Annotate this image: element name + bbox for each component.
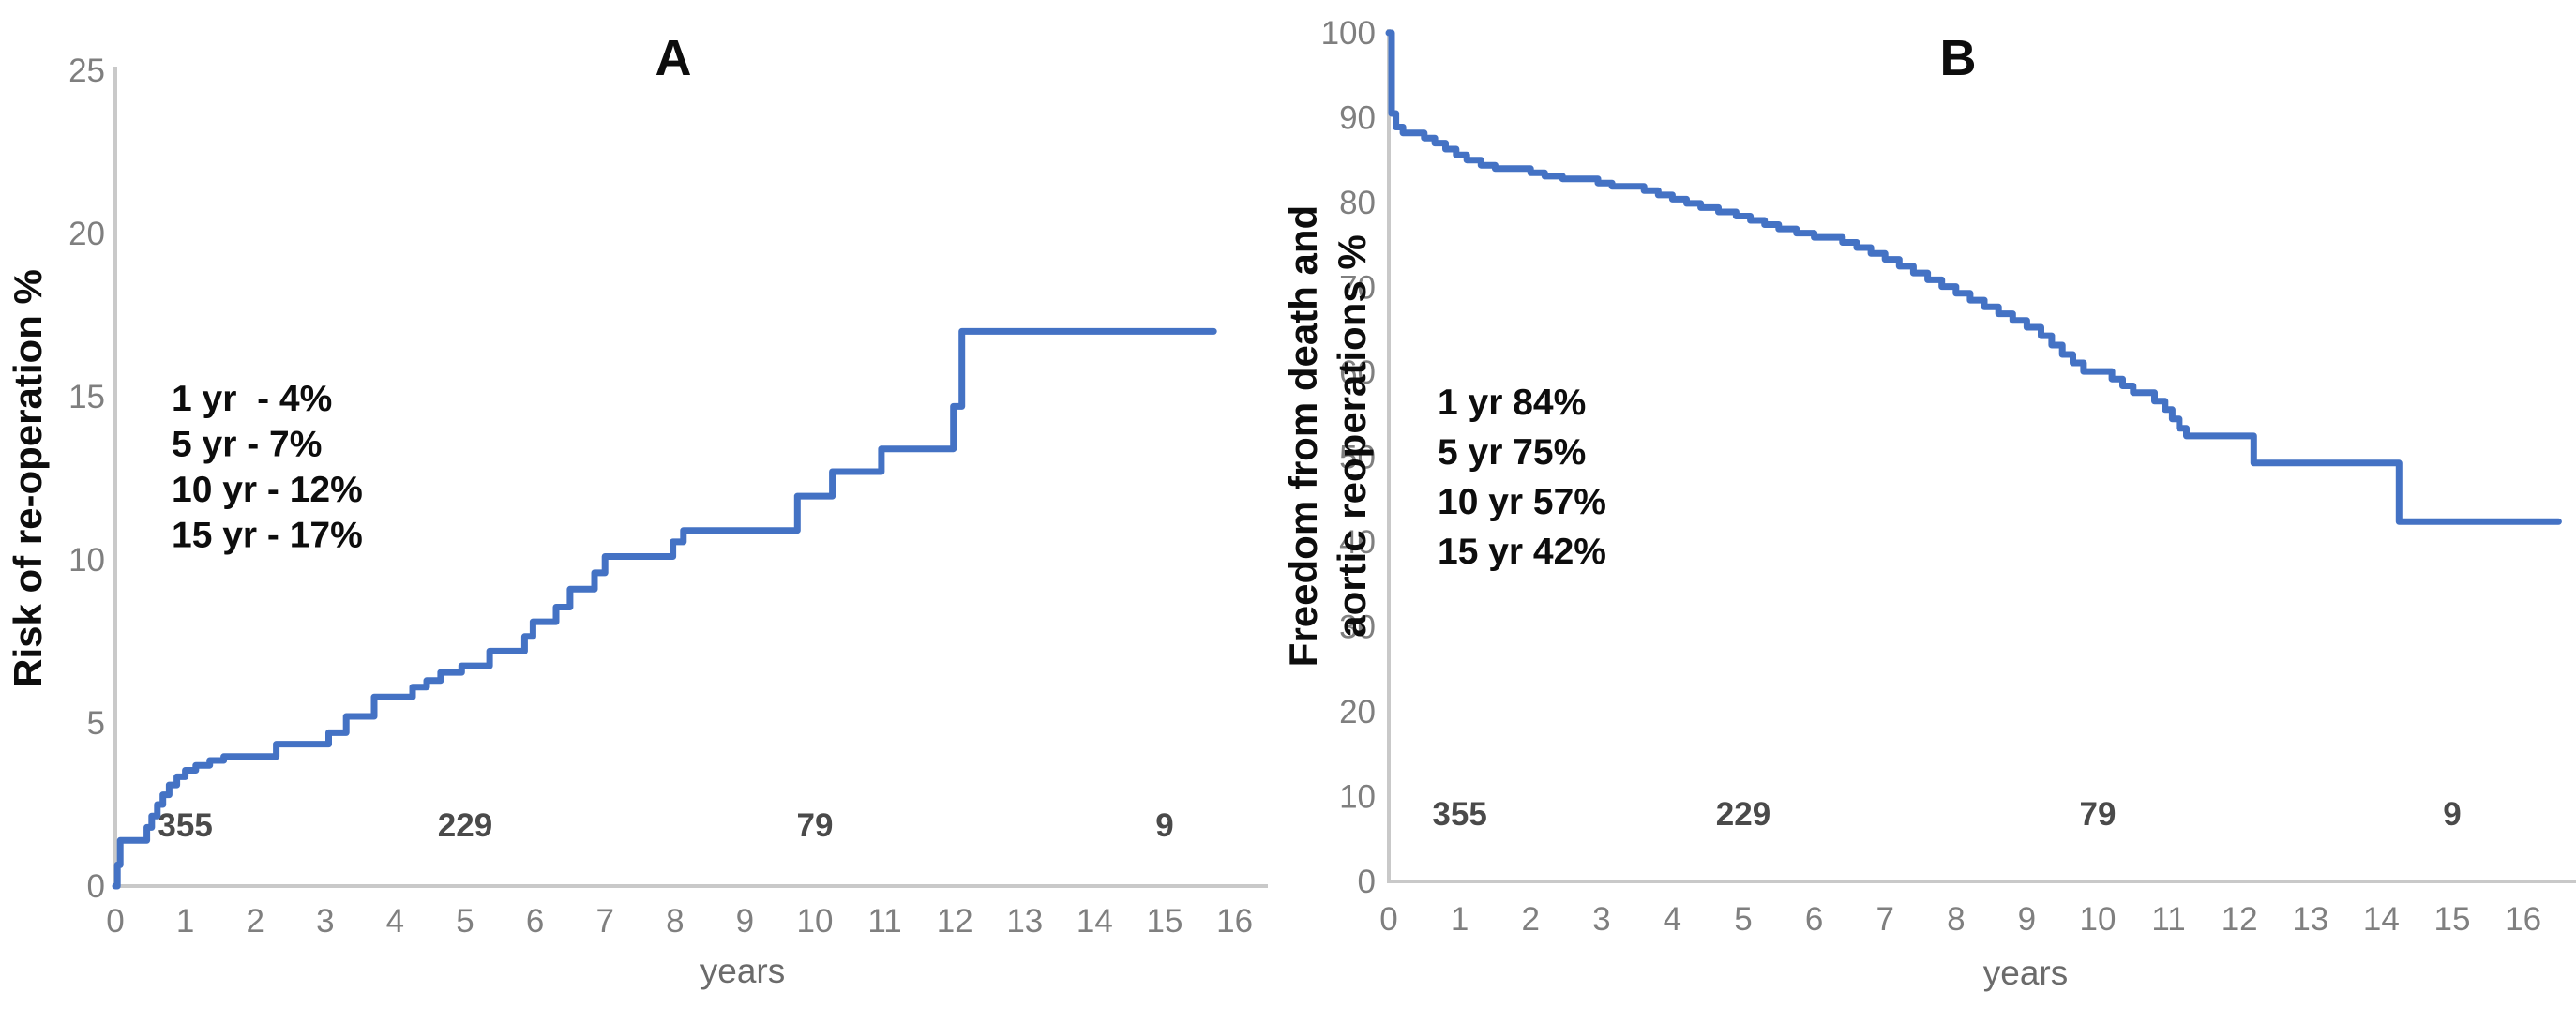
y-tick-label: 5 [87,705,105,742]
x-tick-label: 5 [456,903,474,940]
annotation-line: 15 yr - 17% [172,516,363,556]
y-axis-title: Risk of re-operation % [6,269,50,687]
y-tick-label: 70 [1339,270,1376,307]
at-risk-count: 229 [438,807,492,844]
annotation-line: 5 yr 75% [1438,432,1586,473]
y-tick-label: 0 [1358,864,1376,900]
x-tick-label: 3 [1592,901,1610,938]
x-tick-label: 15 [1147,903,1183,940]
x-tick-label: 8 [1947,901,1965,938]
y-tick-label: 100 [1321,15,1376,52]
annotation-line: 1 yr 84% [1438,383,1586,423]
x-tick-label: 10 [2080,901,2117,938]
x-tick-label: 13 [2292,901,2328,938]
y-tick-label: 20 [1339,694,1376,730]
x-tick-label: 14 [1077,903,1113,940]
y-tick-label: 30 [1339,609,1376,646]
annotation-line: 10 yr 57% [1438,482,1606,522]
x-tick-label: 16 [2505,901,2541,938]
x-tick-label: 8 [666,903,684,940]
annotation-line: 15 yr 42% [1438,532,1606,572]
x-tick-label: 4 [386,903,404,940]
y-axis-title: Freedom from death and [1281,205,1325,667]
x-tick-label: 3 [316,903,334,940]
x-tick-label: 12 [937,903,973,940]
x-axis-title: years [700,952,785,990]
x-tick-label: 9 [2018,901,2036,938]
x-tick-label: 16 [1216,903,1253,940]
y-tick-label: 20 [68,216,105,252]
x-tick-label: 6 [526,903,544,940]
y-tick-label: 10 [68,542,105,579]
x-tick-label: 15 [2434,901,2471,938]
x-tick-label: 4 [1664,901,1681,938]
y-tick-label: 0 [87,868,105,905]
at-risk-count: 355 [1432,796,1486,833]
survival-curve [1385,29,2562,525]
x-tick-label: 0 [1379,901,1397,938]
x-tick-label: 2 [246,903,264,940]
at-risk-count: 79 [2080,796,2117,833]
x-tick-label: 5 [1734,901,1752,938]
x-tick-label: 7 [595,903,613,940]
x-tick-label: 6 [1805,901,1823,938]
x-tick-label: 11 [2151,901,2185,938]
panel-title: B [1940,30,1977,86]
survival-curve [112,327,1217,890]
panel-title: A [655,30,692,86]
x-tick-label: 0 [106,903,124,940]
y-tick-label: 50 [1339,440,1376,476]
y-tick-label: 60 [1339,354,1376,391]
x-tick-label: 2 [1521,901,1539,938]
annotation-line: 5 yr - 7% [172,425,322,465]
x-tick-label: 11 [867,903,901,940]
at-risk-count: 9 [2443,796,2461,833]
x-tick-label: 10 [797,903,834,940]
y-tick-label: 10 [1339,779,1376,816]
x-tick-label: 1 [1451,901,1469,938]
annotation-line: 1 yr - 4% [172,379,332,419]
at-risk-count: 355 [158,807,212,844]
at-risk-count: 79 [797,807,834,844]
x-tick-label: 7 [1876,901,1893,938]
x-tick-label: 14 [2363,901,2400,938]
x-axis-title: years [1983,954,2068,992]
x-tick-label: 12 [2222,901,2258,938]
x-tick-label: 13 [1006,903,1043,940]
at-risk-count: 9 [1155,807,1173,844]
x-tick-label: 1 [176,903,194,940]
y-axis-title: aortic reoperations % [1330,234,1374,637]
y-tick-label: 15 [68,379,105,415]
x-tick-label: 9 [736,903,754,940]
at-risk-count: 229 [1716,796,1770,833]
y-tick-label: 80 [1339,185,1376,221]
y-tick-label: 25 [68,53,105,89]
y-tick-label: 40 [1339,524,1376,561]
y-tick-label: 90 [1339,100,1376,137]
annotation-line: 10 yr - 12% [172,470,363,510]
